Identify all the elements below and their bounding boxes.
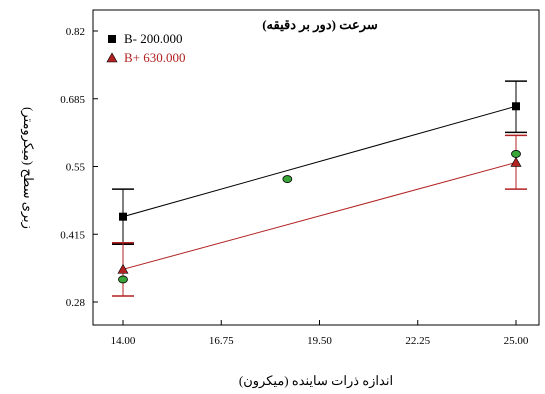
y-tick-label: 0.685 (60, 94, 85, 106)
legend-label: B+ 630.000 (124, 50, 186, 65)
x-tick-label: 19.50 (307, 335, 332, 347)
plot-frame (92, 9, 540, 326)
x-tick-label: 22.25 (405, 335, 430, 347)
legend-marker-triangle (106, 52, 118, 63)
legend-marker-square (108, 35, 116, 43)
observed-points-layer (118, 150, 521, 284)
observed-point (282, 175, 293, 183)
series-line (122, 105, 517, 218)
series-marker-square (119, 212, 127, 221)
x-tick-label: 14.00 (111, 335, 136, 347)
series-marker-triangle (510, 156, 522, 167)
legend: B- 200.000 B+ 630.000 (106, 31, 186, 65)
y-axis-label: زبری سطح (میکرومتر) (20, 107, 36, 229)
series-marker-square (512, 102, 520, 111)
series-marker-triangle (117, 263, 129, 274)
x-tick-label: 25.00 (504, 335, 529, 347)
y-axis-ticks: 0.28 0.415 0.55 0.685 0.82 (60, 26, 98, 309)
legend-label: B- 200.000 (124, 31, 183, 46)
y-tick-label: 0.28 (66, 297, 86, 309)
y-tick-label: 0.82 (66, 26, 85, 38)
x-axis-ticks: 14.00 16.75 19.50 22.25 25.00 (111, 320, 529, 347)
x-tick-label: 16.75 (209, 335, 234, 347)
observed-point (118, 275, 128, 284)
series-line (122, 162, 517, 270)
y-tick-label: 0.55 (66, 162, 86, 174)
y-tick-label: 0.415 (60, 229, 85, 241)
x-axis-label: اندازه ذرات ساینده (میکرون) (239, 373, 393, 389)
observed-point (511, 150, 521, 158)
chart-title: سرعت (دور بر دقیقه) (262, 17, 378, 33)
series-layer (112, 80, 527, 297)
